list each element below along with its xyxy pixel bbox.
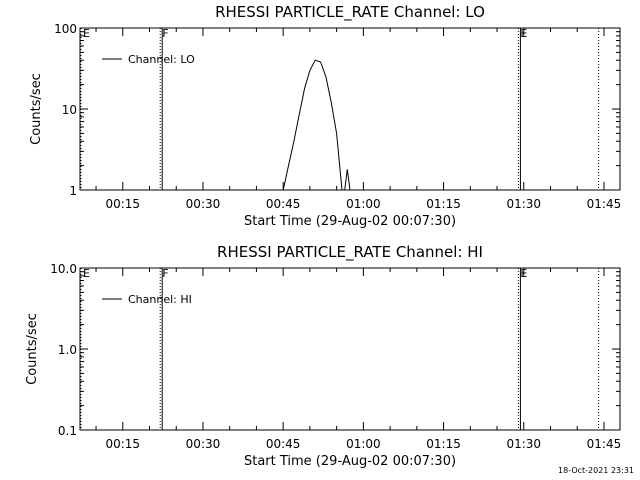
legend-label: Channel: LO [128, 53, 195, 66]
x-tick-label: 01:15 [426, 437, 461, 451]
series-line-0 [282, 59, 343, 191]
chart-title: RHESSI PARTICLE_RATE Channel: LO [215, 3, 485, 22]
series-line-1 [344, 169, 351, 191]
footer-timestamp: 18-Oct-2021 23:31 [558, 466, 634, 475]
x-tick-label: 01:30 [506, 437, 541, 451]
x-axis-label: Start Time (29-Aug-02 00:07:30) [244, 214, 456, 229]
x-tick-label: 00:15 [105, 197, 140, 211]
y-axis-label: Counts/sec [25, 313, 40, 385]
y-tick-label: 1 [69, 184, 77, 198]
x-tick-label: 01:15 [426, 197, 461, 211]
y-tick-label: 10 [62, 103, 77, 117]
flag-label: E [520, 267, 527, 280]
chart-panel-1: RHESSI PARTICLE_RATE Channel: HI 0.1 1.0 10… [25, 243, 621, 469]
flag-label: F [162, 27, 168, 40]
y-tick-label: 100 [54, 22, 77, 36]
flag-label: E [83, 27, 90, 40]
x-tick-label: 01:45 [587, 437, 622, 451]
x-tick-label: 01:45 [587, 197, 622, 211]
y-tick-label: 10.0 [50, 262, 77, 276]
chart-panel-0: RHESSI PARTICLE_RATE Channel: LO 1 10 100 00… [29, 3, 621, 229]
y-axis-label: Counts/sec [29, 73, 44, 145]
x-tick-label: 00:30 [186, 437, 221, 451]
chart-title: RHESSI PARTICLE_RATE Channel: HI [217, 243, 483, 262]
x-tick-label: 00:30 [186, 197, 221, 211]
y-tick-label: 0.1 [58, 424, 77, 438]
flag-label: E [83, 267, 90, 280]
legend-label: Channel: HI [128, 293, 192, 306]
flag-label: F [162, 267, 168, 280]
y-tick-label: 1.0 [58, 343, 77, 357]
x-tick-label: 01:30 [506, 197, 541, 211]
x-tick-label: 00:15 [105, 437, 140, 451]
x-tick-label: 01:00 [346, 197, 381, 211]
x-axis-label: Start Time (29-Aug-02 00:07:30) [244, 454, 456, 469]
x-tick-label: 00:45 [266, 437, 301, 451]
x-tick-label: 00:45 [266, 197, 301, 211]
x-tick-label: 01:00 [346, 437, 381, 451]
flag-label: E [520, 27, 527, 40]
